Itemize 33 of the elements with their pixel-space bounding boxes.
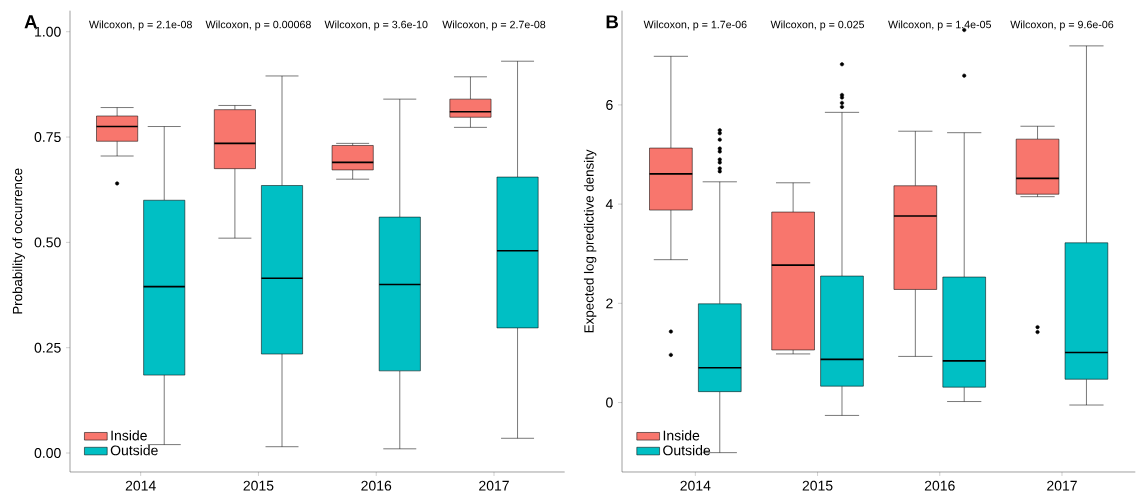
annotation: Wilcoxon, p = 2.7e-08 xyxy=(442,20,546,31)
x-tick-label: 2015 xyxy=(802,480,833,491)
text: A xyxy=(24,15,38,29)
legend-label: Outside xyxy=(663,445,711,456)
y-tick-label: 0.50 xyxy=(34,237,61,248)
x-tick-label: 2014 xyxy=(680,480,711,491)
annotation: Wilcoxon, p = 3.6e-10 xyxy=(324,20,428,31)
x-tick-label: 2014 xyxy=(125,480,156,491)
y-tick-label: 2 xyxy=(606,298,613,309)
y-tick-label: 0.25 xyxy=(34,342,61,353)
annotation: Wilcoxon, p = 2.1e-08 xyxy=(88,20,192,31)
x-tick-label: 2017 xyxy=(1047,480,1077,491)
legend-label: Inside xyxy=(111,430,147,441)
y-axis-title: Expected log predictive density xyxy=(583,149,597,333)
y-tick-label: 6 xyxy=(606,99,613,110)
annotation: Wilcoxon, p = 1.4e-05 xyxy=(888,20,992,31)
y-tick-label: 0 xyxy=(606,397,613,408)
annotation: Wilcoxon, p = 9.6e-06 xyxy=(1010,20,1114,31)
annotation: Wilcoxon, p = 1.7e-06 xyxy=(643,20,747,31)
legend-label: Outside xyxy=(110,445,158,456)
legend-label: Inside xyxy=(663,430,700,441)
x-tick-label: 2015 xyxy=(243,480,274,491)
y-tick-label: 0.75 xyxy=(34,132,61,143)
annotation: Wilcoxon, p = 0.00068 xyxy=(205,20,311,31)
x-tick-label: 2016 xyxy=(361,480,392,491)
y-tick-label: 1.00 xyxy=(35,26,61,37)
y-tick-label: 0.00 xyxy=(34,448,61,458)
x-tick-label: 2017 xyxy=(479,480,509,491)
y-tick-label: 4 xyxy=(605,199,613,209)
y-axis-title: Probability of occurrence xyxy=(12,168,25,314)
text: B xyxy=(606,15,619,29)
annotation: Wilcoxon, p = 0.025 xyxy=(770,20,865,31)
x-tick-label: 2016 xyxy=(924,480,955,491)
